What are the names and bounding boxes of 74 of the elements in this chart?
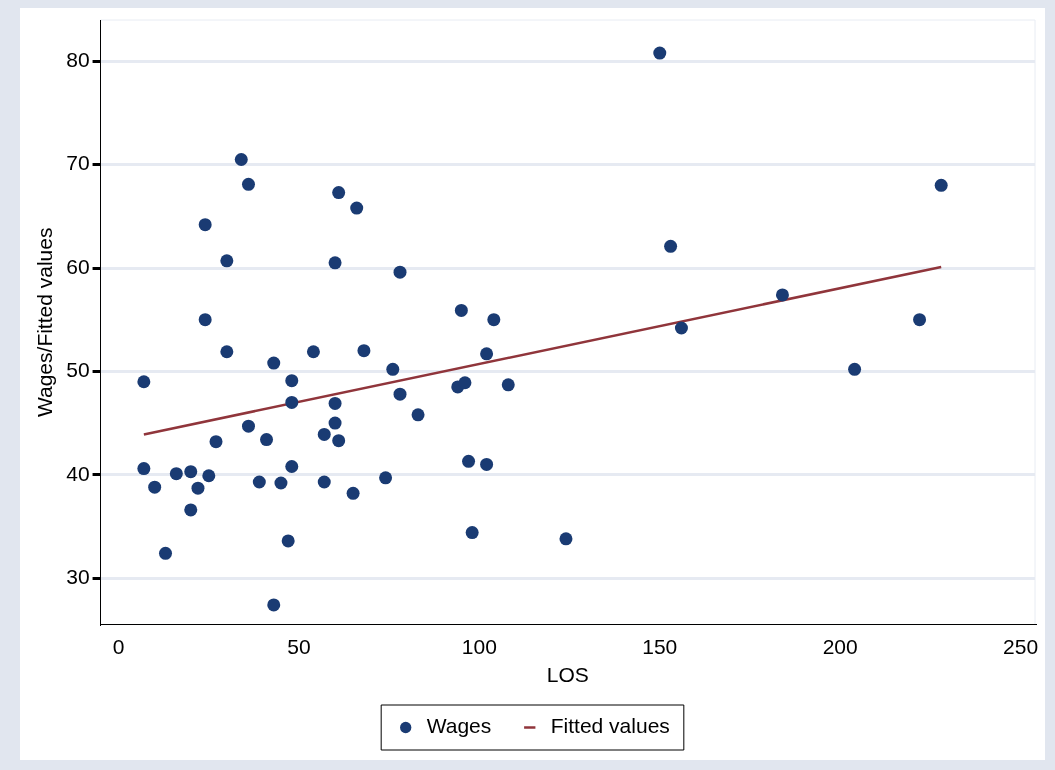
point xyxy=(664,239,678,253)
point xyxy=(480,457,494,471)
point xyxy=(267,598,281,612)
point xyxy=(462,454,476,468)
point xyxy=(267,356,281,370)
point xyxy=(184,503,198,517)
point xyxy=(169,467,183,481)
point xyxy=(328,416,342,430)
x-tick-label: 50 xyxy=(287,635,311,658)
point xyxy=(241,419,255,433)
y-tick-label: 70 xyxy=(66,151,90,175)
point xyxy=(653,46,667,60)
point xyxy=(202,469,216,483)
y-tick-label: 50 xyxy=(66,358,90,382)
point xyxy=(198,218,212,232)
point xyxy=(220,254,234,268)
point xyxy=(285,395,299,409)
point xyxy=(241,177,255,191)
point xyxy=(934,178,948,192)
point xyxy=(317,475,331,489)
point xyxy=(260,433,274,447)
point xyxy=(350,201,364,215)
y-tick-label: 60 xyxy=(66,254,90,278)
point xyxy=(454,303,468,317)
x-tick-label: 100 xyxy=(461,635,497,658)
point xyxy=(913,313,927,327)
point xyxy=(285,459,299,473)
point xyxy=(137,462,151,476)
y-axis-title: Wages/Fitted values xyxy=(33,227,57,418)
point xyxy=(393,387,407,401)
point xyxy=(252,475,266,489)
point xyxy=(332,434,346,448)
point xyxy=(328,396,342,410)
point xyxy=(159,546,172,560)
point xyxy=(848,362,862,376)
point xyxy=(332,186,346,200)
y-tick-label: 30 xyxy=(66,564,90,588)
point xyxy=(775,288,789,302)
legend-label: Fitted values xyxy=(550,714,670,738)
x-tick-label: 200 xyxy=(822,635,858,658)
y-tick-label: 80 xyxy=(66,48,90,72)
x-tick-label: 150 xyxy=(642,635,678,658)
point xyxy=(191,481,205,495)
point xyxy=(346,486,360,500)
point xyxy=(285,374,299,388)
point xyxy=(393,265,407,279)
y-tick-label: 40 xyxy=(66,461,90,485)
point xyxy=(386,362,400,376)
point xyxy=(148,480,162,494)
point xyxy=(198,313,212,327)
point xyxy=(501,378,515,392)
point xyxy=(674,321,688,335)
point xyxy=(458,376,472,390)
legend-label: Wages xyxy=(426,714,492,738)
point xyxy=(281,534,295,548)
point xyxy=(317,427,331,441)
point xyxy=(487,313,501,327)
point xyxy=(480,347,494,361)
point xyxy=(184,465,198,479)
point xyxy=(559,532,573,546)
point xyxy=(306,345,320,359)
point xyxy=(379,471,393,485)
point xyxy=(209,435,223,449)
x-axis-title: LOS xyxy=(546,663,589,687)
x-tick-label: 0 xyxy=(112,635,125,658)
point xyxy=(357,344,371,358)
point xyxy=(465,526,479,540)
point xyxy=(220,345,234,359)
point xyxy=(274,476,288,490)
point xyxy=(234,153,248,167)
x-tick-label: 250 xyxy=(1003,635,1039,658)
point xyxy=(328,256,342,270)
point xyxy=(411,408,425,422)
point xyxy=(137,375,151,389)
